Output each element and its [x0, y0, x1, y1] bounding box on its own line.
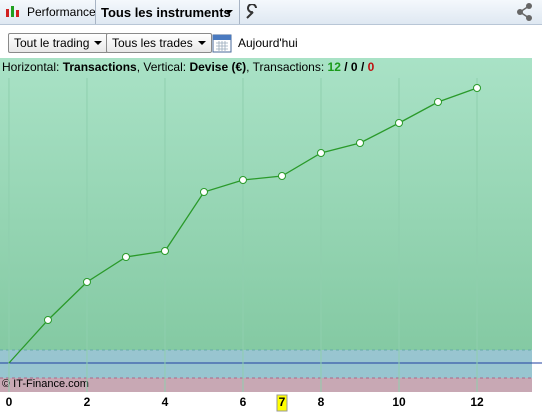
x-tick-label: 0 — [6, 395, 13, 409]
cursor-label: 7 — [279, 395, 286, 409]
x-tick-label: 12 — [470, 395, 484, 409]
point-marker — [121, 253, 130, 261]
trading-filter[interactable]: Tout le trading — [8, 33, 109, 53]
point-marker — [82, 278, 91, 286]
cursor-highlight — [276, 394, 288, 412]
point-marker — [316, 149, 325, 157]
point-marker — [160, 247, 169, 255]
tab-label[interactable]: Performance — [27, 5, 96, 19]
transaction-count: 0 — [368, 60, 375, 74]
x-tick-label: 4 — [162, 395, 169, 409]
share-icon[interactable] — [515, 2, 535, 22]
transaction-count: 12 — [328, 60, 342, 74]
x-tick-label: 6 — [240, 395, 247, 409]
toolbar: Performance Tous les instruments — [0, 0, 542, 25]
point-marker — [473, 84, 482, 92]
point-marker — [238, 176, 247, 184]
info-line: Horizontal: Transactions, Vertical: Devi… — [2, 60, 375, 74]
point-marker — [395, 119, 403, 127]
settings-icon[interactable] — [244, 4, 260, 20]
point-marker — [355, 139, 364, 147]
calendar-icon[interactable] — [212, 32, 234, 54]
instrument-dropdown[interactable]: Tous les instruments — [101, 5, 231, 20]
x-axis-area — [0, 392, 542, 412]
date-label[interactable]: Aujourd'hui — [238, 36, 298, 50]
x-tick-label: 2 — [84, 395, 91, 409]
app-icon — [6, 6, 19, 17]
transaction-count: 0 — [351, 60, 358, 74]
plot-background — [0, 58, 532, 392]
chart: Horizontal: Transactions, Vertical: Devi… — [0, 58, 542, 412]
x-tick-label: 8 — [318, 395, 325, 409]
point-marker — [43, 316, 52, 324]
separator: / — [361, 60, 365, 74]
trades-filter[interactable]: Tous les trades — [106, 33, 212, 53]
point-marker — [277, 172, 286, 180]
neutral-band — [0, 350, 532, 378]
x-tick-label: 10 — [392, 395, 406, 409]
watermark: © IT-Finance.com — [2, 378, 89, 390]
point-marker — [199, 188, 208, 196]
separator: / — [344, 60, 348, 74]
point-marker — [434, 98, 443, 106]
dropdown-arrow — [225, 10, 233, 14]
